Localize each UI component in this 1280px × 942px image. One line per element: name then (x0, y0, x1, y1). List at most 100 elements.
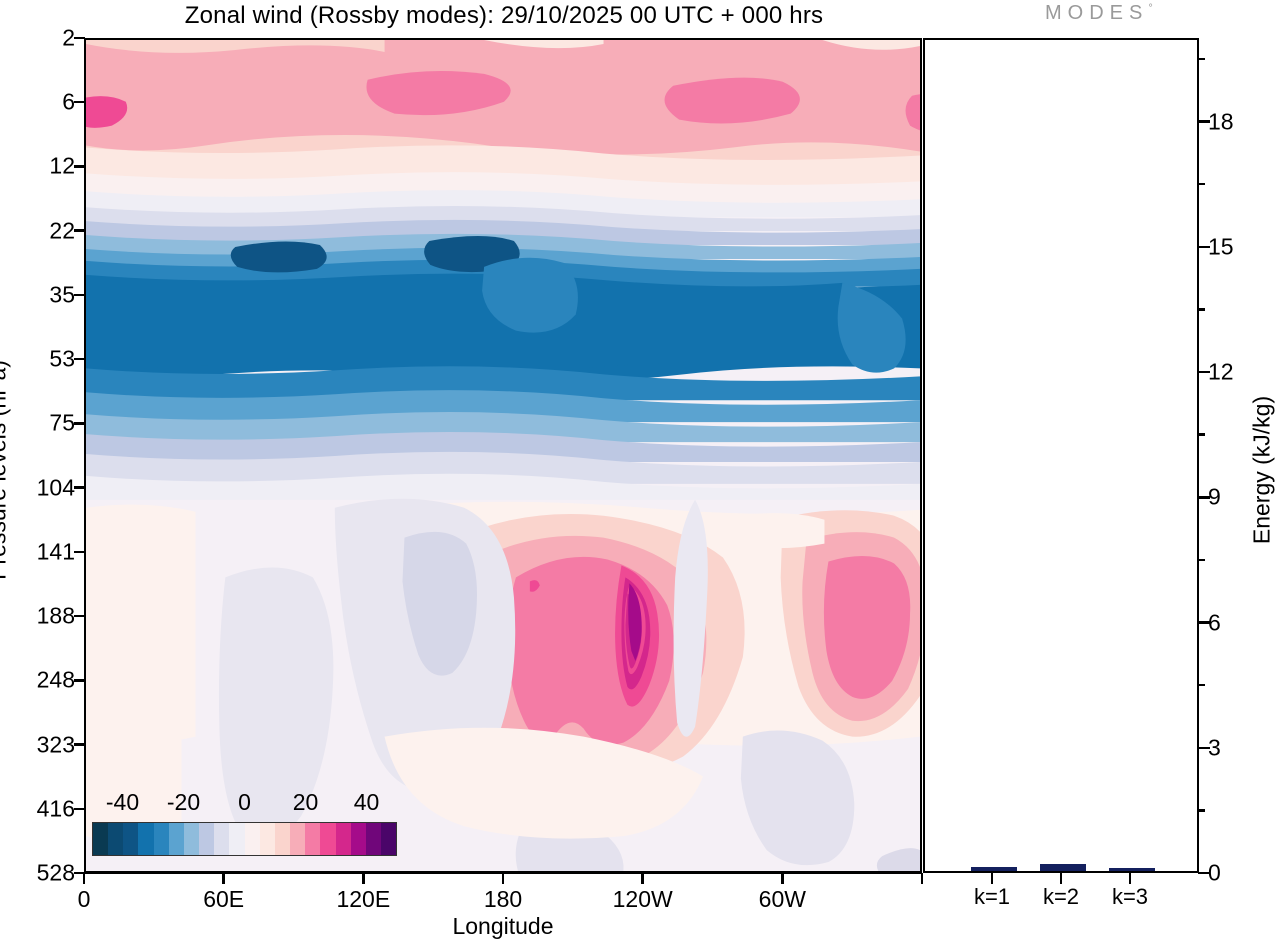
y-tick-mark (74, 293, 85, 297)
colorbar-tick-label: 40 (353, 789, 380, 815)
y-tick-label: 104 (36, 474, 75, 501)
energy-tick-label: 3 (1208, 734, 1221, 761)
y-tick-label: 22 (49, 217, 75, 244)
energy-minor-tick (1198, 683, 1205, 687)
colorbar-swatch (108, 823, 124, 855)
x-tick-mark (781, 873, 784, 884)
x-tick-mark (920, 873, 924, 884)
y-tick-label: 2 (62, 24, 75, 51)
colorbar-swatches (92, 822, 397, 856)
energy-tick-mark (1198, 746, 1210, 749)
energy-minor-tick (1198, 57, 1205, 61)
energy-bar (971, 866, 1017, 871)
watermark-text: MODES (1045, 2, 1149, 24)
y-tick-mark (74, 614, 85, 618)
x-axis-label-longitude: Longitude (452, 913, 554, 939)
x-tick-label: 60E (203, 886, 245, 912)
colorbar-swatch (305, 823, 321, 855)
energy-bar-label: k=1 (973, 884, 1011, 909)
energy-tick-label: 6 (1208, 609, 1221, 635)
y-tick-label: 528 (36, 859, 75, 886)
y-tick-mark (74, 165, 85, 168)
contour-plot-panel (84, 38, 922, 873)
colorbar-tick-label: 20 (292, 789, 319, 815)
colorbar-tick-label: -40 (105, 789, 140, 815)
x-tick-label: 0 (77, 886, 91, 912)
energy-minor-tick (1198, 433, 1205, 436)
y-tick-mark (74, 36, 85, 40)
colorbar-swatch (93, 823, 109, 855)
y-axis-label-pressure: Pressure levels (hPa) (0, 360, 11, 580)
watermark-degree-icon: ° (1148, 2, 1153, 15)
y-tick-mark (74, 100, 85, 104)
y-tick-label: 141 (36, 538, 75, 565)
energy-tick-mark (1198, 871, 1210, 875)
energy-bar-tick (1059, 873, 1063, 884)
y-tick-mark (74, 486, 85, 489)
y-tick-label: 35 (49, 281, 75, 308)
x-tick-label: 180 (483, 886, 523, 912)
energy-minor-tick (1198, 308, 1205, 311)
colorbar-swatch (183, 823, 200, 855)
energy-bar (1040, 864, 1086, 871)
x-tick-label: 120W (612, 886, 673, 912)
x-tick-mark (501, 873, 505, 884)
energy-minor-tick (1198, 809, 1205, 812)
colorbar: -40 -20 0 20 40 (92, 789, 397, 856)
y-tick-mark (74, 743, 85, 746)
colorbar-swatch (214, 823, 230, 855)
y-tick-label: 323 (36, 731, 75, 758)
colorbar-swatch (365, 823, 381, 855)
y-tick-label: 75 (49, 409, 75, 436)
y-tick-mark (74, 871, 85, 875)
modes-watermark: MODES° (1045, 2, 1215, 30)
y-tick-mark (74, 807, 85, 811)
energy-bar-tick (990, 873, 994, 884)
energy-bar-label: k=3 (1111, 884, 1149, 909)
energy-tick-label: 12 (1208, 358, 1234, 385)
energy-tick-mark (1198, 245, 1210, 248)
x-tick-label: 60W (758, 886, 806, 912)
energy-tick-mark (1198, 370, 1210, 374)
x-tick-label: 120E (336, 886, 391, 912)
colorbar-swatch (259, 823, 275, 855)
colorbar-swatch (123, 823, 139, 855)
figure-title: Zonal wind (Rossby modes): 29/10/2025 00… (184, 2, 824, 29)
y-tick-mark (74, 357, 85, 361)
colorbar-swatch (229, 823, 245, 855)
colorbar-tick-label: 0 (238, 789, 251, 815)
colorbar-tick-label: -20 (166, 789, 201, 815)
colorbar-swatch (290, 823, 306, 855)
x-tick-mark (222, 873, 225, 884)
y-tick-label: 12 (49, 152, 75, 179)
energy-tick-label: 9 (1208, 483, 1221, 510)
x-tick-mark (362, 873, 365, 884)
colorbar-swatch (274, 823, 291, 855)
y-axis-label-energy: Energy (kJ/kg) (1248, 395, 1275, 545)
x-axis-line (84, 871, 922, 874)
colorbar-swatch (380, 823, 397, 855)
energy-tick-label: 15 (1208, 233, 1234, 260)
energy-tick-mark (1198, 621, 1210, 624)
y-tick-label: 188 (36, 602, 75, 629)
energy-tick-label: 18 (1208, 108, 1234, 134)
energy-minor-tick (1198, 558, 1205, 562)
y-tick-label: 416 (36, 795, 75, 822)
x-tick-mark (82, 873, 86, 884)
colorbar-swatch (199, 823, 215, 855)
energy-bar (1109, 868, 1155, 871)
colorbar-swatch (168, 823, 184, 855)
colorbar-swatch (350, 823, 366, 855)
y-tick-label: 6 (62, 88, 75, 115)
colorbar-swatch (244, 823, 260, 855)
energy-tick-label: 0 (1208, 859, 1221, 886)
energy-bar-label: k=2 (1042, 884, 1080, 909)
zonal-wind-contour-field (86, 40, 920, 871)
colorbar-swatch (335, 823, 351, 855)
y-tick-mark (74, 422, 85, 425)
y-tick-mark (74, 229, 85, 232)
energy-tick-mark (1198, 496, 1210, 499)
colorbar-swatch (153, 823, 169, 855)
colorbar-swatch (138, 823, 154, 855)
